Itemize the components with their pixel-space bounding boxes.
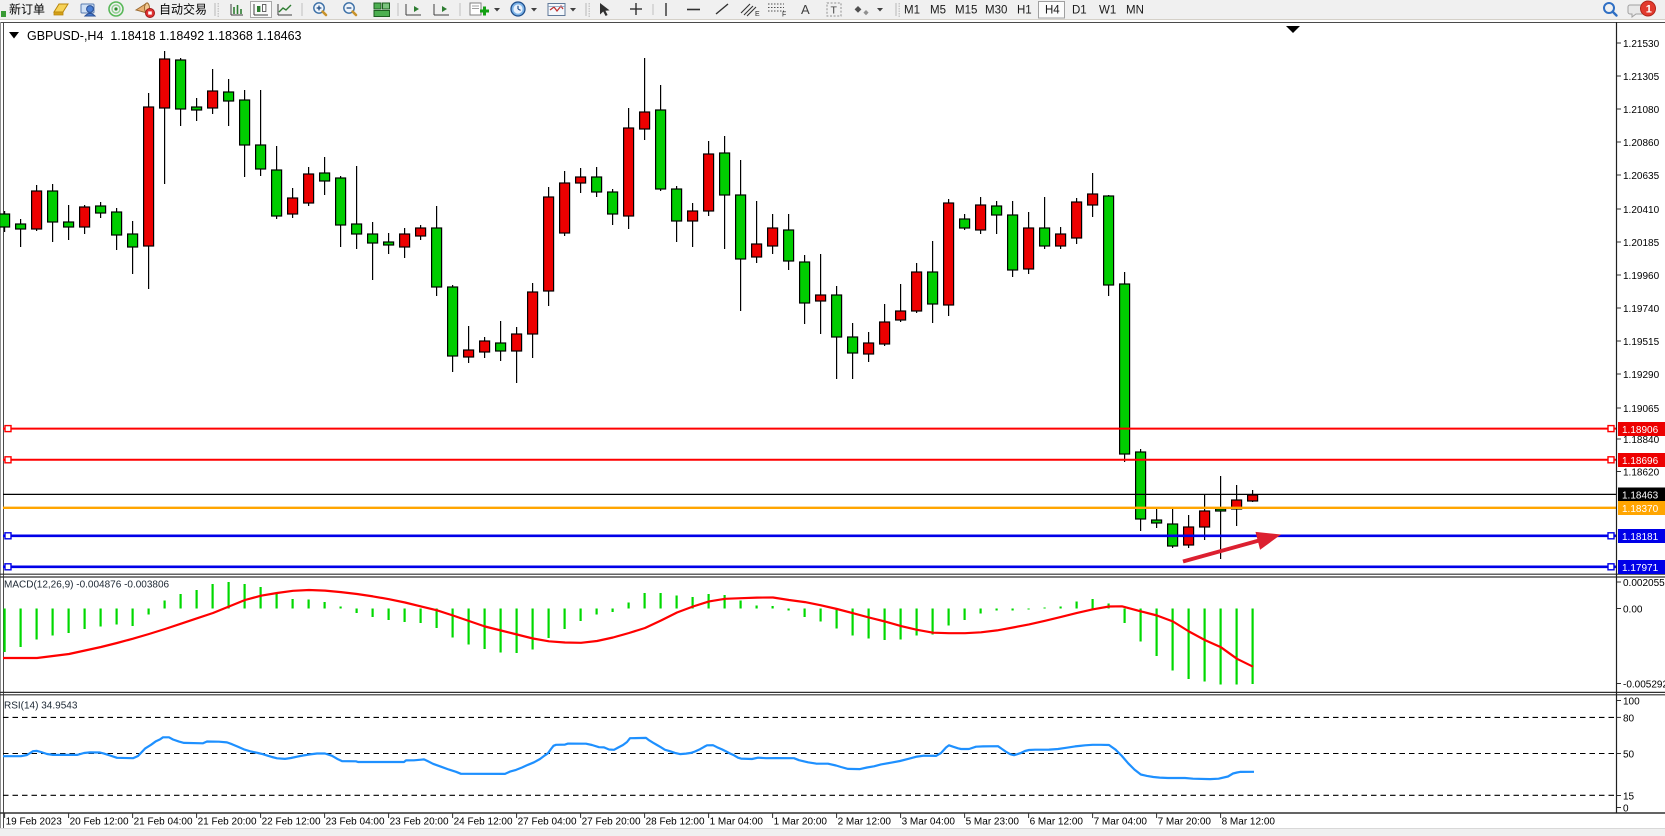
- svg-text:5 Mar 23:00: 5 Mar 23:00: [966, 817, 1020, 828]
- svg-text:0: 0: [1623, 804, 1629, 815]
- svg-text:1.20410: 1.20410: [1623, 205, 1660, 216]
- svg-text:19 Feb 2023: 19 Feb 2023: [6, 817, 63, 828]
- svg-text:新订单: 新订单: [9, 2, 45, 17]
- svg-text:1.20860: 1.20860: [1623, 138, 1660, 149]
- svg-text:1.18906: 1.18906: [1622, 425, 1659, 436]
- svg-text:1 Mar 20:00: 1 Mar 20:00: [774, 817, 828, 828]
- svg-text:1.21080: 1.21080: [1623, 105, 1660, 116]
- svg-text:23 Feb 20:00: 23 Feb 20:00: [390, 817, 449, 828]
- svg-text:100: 100: [1623, 697, 1640, 708]
- svg-text:M30: M30: [985, 5, 1007, 17]
- svg-text:1.18463: 1.18463: [1622, 491, 1659, 502]
- svg-text:1.20185: 1.20185: [1623, 238, 1660, 249]
- svg-text:1 Mar 04:00: 1 Mar 04:00: [710, 817, 764, 828]
- svg-text:M1: M1: [904, 5, 920, 17]
- svg-text:1.21305: 1.21305: [1623, 72, 1660, 83]
- svg-text:6 Mar 12:00: 6 Mar 12:00: [1030, 817, 1084, 828]
- svg-text:1.18181: 1.18181: [1622, 532, 1659, 543]
- svg-text:50: 50: [1623, 750, 1635, 761]
- svg-text:1.19515: 1.19515: [1623, 337, 1660, 348]
- svg-text:M15: M15: [955, 5, 977, 17]
- svg-text:1.19290: 1.19290: [1623, 370, 1660, 381]
- svg-text:0.002055: 0.002055: [1623, 578, 1665, 589]
- svg-text:W1: W1: [1099, 5, 1116, 17]
- svg-text:RSI(14) 34.9543: RSI(14) 34.9543: [4, 701, 78, 712]
- svg-text:22 Feb 12:00: 22 Feb 12:00: [262, 817, 321, 828]
- svg-text:1.21530: 1.21530: [1623, 39, 1660, 50]
- svg-text:E: E: [755, 11, 760, 18]
- svg-text:27 Feb 20:00: 27 Feb 20:00: [582, 817, 641, 828]
- svg-text:1.18370: 1.18370: [1622, 504, 1659, 515]
- svg-text:T: T: [831, 5, 838, 17]
- svg-text:80: 80: [1623, 713, 1635, 724]
- svg-text:23 Feb 04:00: 23 Feb 04:00: [326, 817, 385, 828]
- svg-text:7 Mar 20:00: 7 Mar 20:00: [1158, 817, 1212, 828]
- svg-text:28 Feb 12:00: 28 Feb 12:00: [646, 817, 705, 828]
- svg-text:GBPUSD-,H4 1.18418 1.18492 1.: GBPUSD-,H4 1.18418 1.18492 1.18368 1.184…: [27, 29, 302, 43]
- svg-text:21 Feb 04:00: 21 Feb 04:00: [134, 817, 193, 828]
- svg-text:MN: MN: [1126, 5, 1144, 17]
- svg-text:MACD(12,26,9) -0.004876 -0.003: MACD(12,26,9) -0.004876 -0.003806: [4, 580, 170, 591]
- svg-text:2 Mar 12:00: 2 Mar 12:00: [838, 817, 892, 828]
- svg-text:15: 15: [1623, 792, 1635, 803]
- svg-text:-0.005292: -0.005292: [1623, 680, 1665, 691]
- svg-text:自动交易: 自动交易: [159, 2, 207, 17]
- svg-text:27 Feb 04:00: 27 Feb 04:00: [518, 817, 577, 828]
- svg-text:3 Mar 04:00: 3 Mar 04:00: [902, 817, 956, 828]
- svg-text:1.18840: 1.18840: [1623, 435, 1660, 446]
- svg-text:8 Mar 12:00: 8 Mar 12:00: [1222, 817, 1276, 828]
- svg-text:0.00: 0.00: [1623, 605, 1643, 616]
- svg-text:21 Feb 20:00: 21 Feb 20:00: [198, 817, 257, 828]
- svg-text:H1: H1: [1017, 5, 1032, 17]
- svg-text:1.17971: 1.17971: [1622, 563, 1659, 574]
- svg-text:1.19065: 1.19065: [1623, 404, 1660, 415]
- svg-text:20 Feb 12:00: 20 Feb 12:00: [70, 817, 129, 828]
- svg-text:1.19740: 1.19740: [1623, 304, 1660, 315]
- svg-text:M5: M5: [930, 5, 946, 17]
- svg-text:F: F: [782, 12, 786, 19]
- svg-text:D1: D1: [1072, 5, 1087, 17]
- svg-text:1.19960: 1.19960: [1623, 271, 1660, 282]
- svg-text:A: A: [801, 2, 810, 17]
- svg-text:1.18620: 1.18620: [1623, 468, 1660, 479]
- svg-text:1: 1: [1646, 4, 1652, 16]
- svg-text:7 Mar 04:00: 7 Mar 04:00: [1094, 817, 1148, 828]
- svg-text:1.20635: 1.20635: [1623, 171, 1660, 182]
- svg-text:1.18696: 1.18696: [1622, 456, 1659, 467]
- svg-text:H4: H4: [1045, 5, 1060, 17]
- svg-text:24 Feb 12:00: 24 Feb 12:00: [454, 817, 513, 828]
